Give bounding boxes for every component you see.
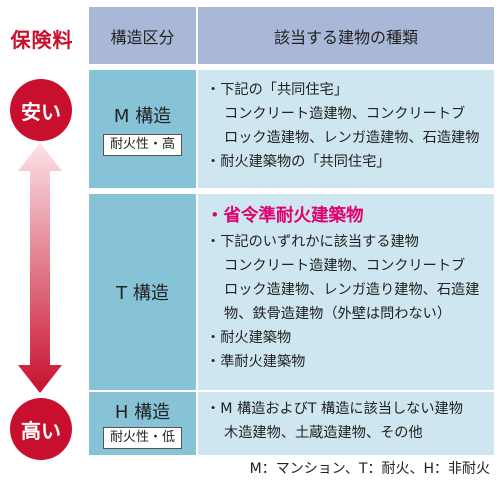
list-item: ロック造建物、レンガ造建物、石造建物 [224,130,480,146]
list-item: 木造建物、土蔵造建物、その他 [224,425,423,441]
structure-cell-t: T 構造 [89,194,196,390]
header-building-type: 該当する建物の種類 [198,7,494,64]
structure-name: M 構造 [113,106,172,127]
list-item: ・下記の「共同住宅」 [206,82,348,98]
list-item: コンクリート造建物、コンクリートブ [224,258,466,274]
header-structure-class: 構造区分 [89,7,196,64]
structure-name: H 構造 [114,402,171,423]
list-item: ・耐火建築物 [206,330,292,346]
list-item: ・下記のいずれかに該当する建物 [206,234,419,250]
list-item: 物、鉄骨造建物（外壁は問わない） [224,306,452,322]
list-item: ・耐火建築物の「共同住宅」 [206,154,391,170]
double-arrow-icon [18,143,62,393]
fire-resistance-label: 耐火性・低 [102,427,182,449]
highlight-item: ・省令準耐火建築物 [206,206,364,226]
premium-title: 保険料 [10,28,74,52]
structure-cell-m: M 構造 耐火性・高 [89,70,196,188]
list-item: ・準耐火建築物 [206,354,306,370]
fire-resistance-label: 耐火性・高 [102,134,182,156]
list-item: コンクリート造建物、コンクリートブ [224,106,466,122]
expensive-badge: 高い [10,398,72,460]
legend-note: M：マンション、T：耐火、H：非耐火 [249,461,490,477]
structure-cell-h: H 構造 耐火性・低 [89,392,196,455]
description-cell-h: ・M 構造およびT 構造に該当しない建物 木造建物、土蔵造建物、その他 [198,392,494,455]
structure-name: T 構造 [116,283,169,304]
list-item: ・M 構造およびT 構造に該当しない建物 [206,401,463,417]
list-item: ロック造建物、レンガ造り建物、石造建 [224,282,480,298]
description-cell-m: ・下記の「共同住宅」 コンクリート造建物、コンクリートブ ロック造建物、レンガ造… [198,70,494,188]
cheap-badge: 安い [10,79,72,141]
description-cell-t: ・省令準耐火建築物 ・下記のいずれかに該当する建物 コンクリート造建物、コンクリ… [198,194,494,390]
